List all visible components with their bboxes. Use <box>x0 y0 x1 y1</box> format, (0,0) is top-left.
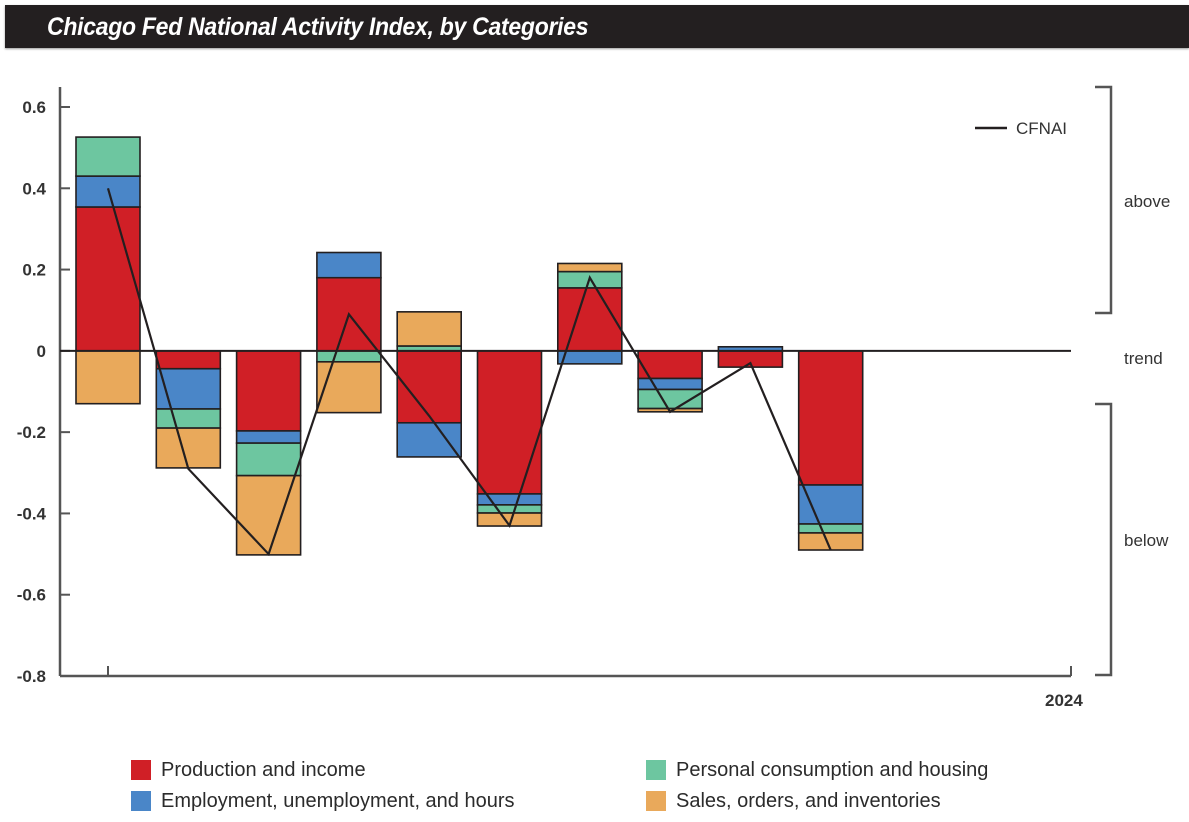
bar-stack <box>235 350 302 556</box>
title-bar: Chicago Fed National Activity Index, by … <box>5 5 1189 48</box>
y-tick-label: -0.8 <box>17 667 46 686</box>
bar-segment-production <box>75 206 141 352</box>
bar-segment-consumption <box>476 504 543 514</box>
bar-segment-employment <box>396 421 463 458</box>
bar-segment-employment <box>797 484 864 525</box>
bar-segment-consumption <box>75 136 141 177</box>
bar-segment-employment <box>155 367 222 410</box>
bar-segment-consumption <box>797 523 864 534</box>
brackets-group: above trend below <box>1095 85 1170 677</box>
chart-title: Chicago Fed National Activity Index, by … <box>47 13 589 41</box>
legend-cfnai: CFNAI <box>975 119 1067 138</box>
bar-segment-consumption <box>155 408 222 429</box>
bars-group <box>75 136 864 556</box>
bar-segment-sales <box>316 361 382 414</box>
label-above: above <box>1124 192 1170 211</box>
bar-stack <box>396 311 463 458</box>
legend-label: Personal consumption and housing <box>676 759 989 781</box>
y-tick-label: 0.2 <box>22 261 46 280</box>
bar-segment-sales <box>396 311 463 347</box>
bar-stack <box>637 350 703 413</box>
legend-swatch-sales <box>646 791 666 811</box>
bar-segment-employment <box>235 430 302 444</box>
bracket-above <box>1095 85 1113 315</box>
legend-swatch-production <box>131 760 151 780</box>
bracket-below <box>1095 402 1113 677</box>
y-tick-label: 0.6 <box>22 98 46 117</box>
x-tick-label-2024: 2024 <box>1045 691 1083 710</box>
bar-segment-production <box>797 350 864 486</box>
chart-area: 2024 0.6 0.4 0.2 0 -0.2 -0.4 -0.6 -0.8 CFNAI ab… <box>17 85 1170 710</box>
bar-stack <box>797 350 864 551</box>
legend-swatch-employment <box>131 791 151 811</box>
y-tick-label: 0 <box>37 342 46 361</box>
bar-stack <box>316 251 382 414</box>
y-tick-label: 0.4 <box>22 179 46 198</box>
bar-segment-production <box>396 350 463 424</box>
bar-segment-employment <box>637 377 703 391</box>
bar-segment-production <box>476 350 543 495</box>
legend-label: Sales, orders, and inventories <box>676 790 941 812</box>
y-tick-label: -0.6 <box>17 586 46 605</box>
label-below: below <box>1124 531 1169 550</box>
bar-segment-production <box>235 350 302 432</box>
axes-group: 2024 <box>58 87 1083 710</box>
y-tick-label: -0.4 <box>17 504 47 523</box>
bar-stack <box>155 350 222 469</box>
cfnai-line <box>106 187 832 557</box>
legend-swatch-consumption <box>646 760 666 780</box>
bar-segment-employment <box>556 350 623 365</box>
legend-label: Employment, unemployment, and hours <box>161 790 515 812</box>
y-ticks-group: 0.6 0.4 0.2 0 -0.2 -0.4 -0.6 -0.8 <box>17 98 70 686</box>
bar-segment-production <box>556 287 623 352</box>
cfnai-legend-label: CFNAI <box>1016 119 1067 138</box>
bar-segment-employment <box>316 251 382 279</box>
bar-segment-consumption <box>235 442 302 477</box>
bar-segment-sales <box>155 427 222 469</box>
y-tick-label: -0.2 <box>17 423 46 442</box>
bar-segment-sales <box>75 350 141 405</box>
bar-segment-production <box>155 350 222 370</box>
bar-segment-consumption <box>316 350 382 363</box>
label-trend: trend <box>1124 349 1163 368</box>
bar-stack <box>476 350 543 527</box>
bar-segment-sales <box>556 262 623 273</box>
legend-label: Production and income <box>161 759 366 781</box>
